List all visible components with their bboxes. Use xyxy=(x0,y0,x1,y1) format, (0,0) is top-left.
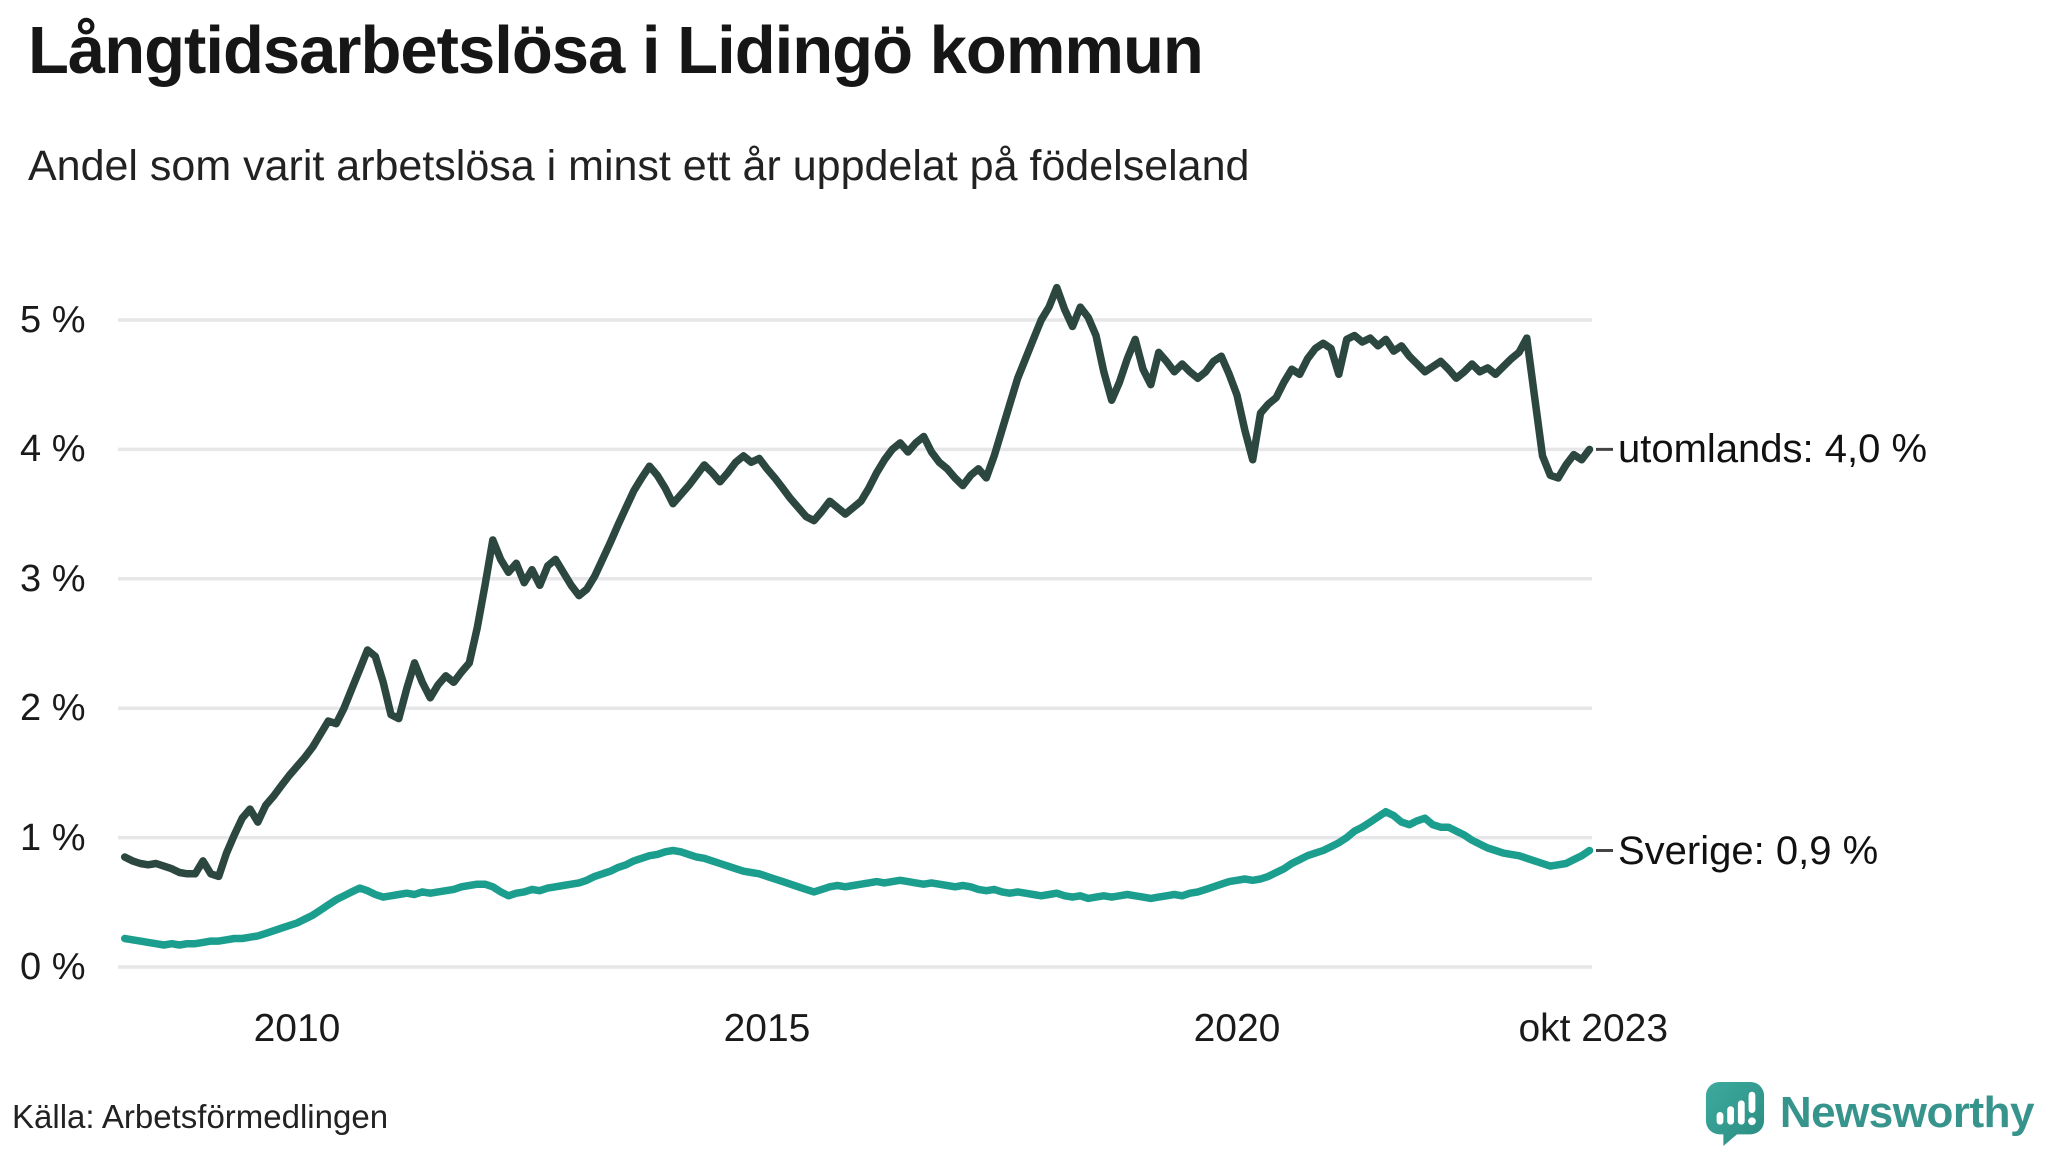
y-axis-tick-label: 4 % xyxy=(20,428,86,471)
y-axis-tick-label: 3 % xyxy=(20,557,86,600)
x-axis-tick-label: 2015 xyxy=(723,1007,811,1050)
series-end-label-utomlands: utomlands: 4,0 % xyxy=(1618,427,1928,472)
series-end-label-sverige: Sverige: 0,9 % xyxy=(1618,828,1879,873)
y-axis-tick-label: 1 % xyxy=(20,816,86,859)
brand-logo: Newsworthy xyxy=(1704,1080,2035,1146)
y-axis-tick-label: 5 % xyxy=(20,299,86,341)
chart-subtitle: Andel som varit arbetslösa i minst ett å… xyxy=(28,142,1250,190)
utomlands-line xyxy=(120,283,1594,881)
sverige-line xyxy=(120,807,1594,949)
brand-wordmark: Newsworthy xyxy=(1779,1088,2035,1137)
x-axis-tick-label: 2020 xyxy=(1193,1007,1281,1050)
newsworthy-icon xyxy=(1705,1082,1764,1146)
x-axis-tick-label: okt 2023 xyxy=(1518,1007,1669,1050)
source-note: Källa: Arbetsförmedlingen xyxy=(12,1098,389,1135)
y-axis-tick-label: 2 % xyxy=(20,687,86,730)
chart-title: Långtidsarbetslösa i Lidingö kommun xyxy=(28,13,1204,88)
y-axis-tick-label: 0 % xyxy=(20,946,86,988)
x-axis-tick-label: 2010 xyxy=(253,1007,341,1050)
